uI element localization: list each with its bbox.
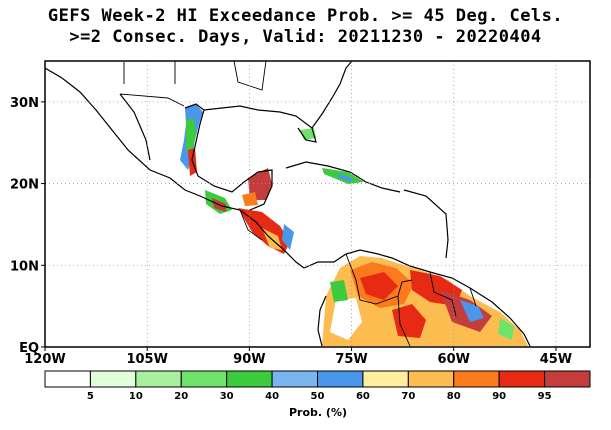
- borders: [119, 61, 477, 347]
- lon-label: 75W: [335, 352, 367, 367]
- colorbar-tick-label: 70: [401, 391, 415, 402]
- colorbar: 5 10 20 30 40 50 60 70 80 90 95: [44, 370, 591, 402]
- lon-label: 120W: [24, 352, 65, 367]
- colorbar-swatch: [135, 370, 182, 388]
- map-frame: [44, 60, 591, 348]
- probability-shading: [180, 104, 528, 346]
- colorbar-swatch: [317, 370, 364, 388]
- colorbar-tick-label: 40: [265, 391, 279, 402]
- colorbar-tick-label: 95: [538, 391, 552, 402]
- colorbar-tick-label: 50: [311, 391, 325, 402]
- lat-label: 30N: [10, 96, 39, 111]
- colorbar-tick-label: 20: [174, 391, 188, 402]
- title-line-2: >=2 Consec. Days, Valid: 20211230 - 2022…: [69, 27, 542, 47]
- lat-label: 20N: [10, 178, 39, 193]
- colorbar-tick-label: 30: [220, 391, 234, 402]
- colorbar-tick-label: 5: [87, 391, 94, 402]
- colorbar-swatch: [180, 370, 228, 388]
- colorbar-tick-label: 10: [129, 391, 143, 402]
- longitude-labels: 120W 105W 90W 75W 60W 45W: [24, 347, 572, 367]
- colorbar-swatch: [226, 370, 273, 388]
- colorbar-swatch: [544, 370, 591, 388]
- lat-label: 10N: [10, 259, 39, 274]
- gridlines: [45, 61, 590, 347]
- title-line-1: GEFS Week-2 HI Exceedance Prob. >= 45 De…: [47, 6, 564, 26]
- colorbar-label: Prob. (%): [289, 406, 347, 419]
- colorbar-swatch: [498, 370, 546, 388]
- colorbar-swatch: [271, 370, 319, 388]
- colorbar-tick-label: 60: [356, 391, 370, 402]
- lon-label: 45W: [540, 352, 572, 367]
- colorbar-swatch: [362, 370, 409, 388]
- lon-label: 105W: [126, 352, 167, 367]
- lon-label: 60W: [438, 352, 470, 367]
- colorbar-swatch: [89, 370, 137, 388]
- colorbar-tick-label: 80: [447, 391, 461, 402]
- coastlines: [45, 61, 531, 347]
- colorbar-swatch: [44, 370, 91, 388]
- lon-label: 90W: [233, 352, 265, 367]
- colorbar-swatch: [453, 370, 500, 388]
- map-area: [45, 61, 590, 347]
- lat-label: EQ: [19, 341, 39, 356]
- latitude-labels: 30N 20N 10N EQ: [10, 96, 45, 356]
- colorbar-swatch: [407, 370, 455, 388]
- colorbar-tick-label: 90: [492, 391, 506, 402]
